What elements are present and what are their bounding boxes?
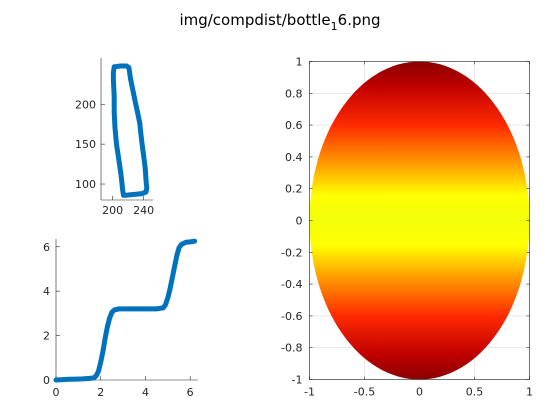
cumulative-y-tick-label: 2 — [43, 330, 50, 343]
cumulative-y-tick-label: 6 — [43, 241, 50, 254]
figure-title-tail: 6.png — [338, 11, 381, 29]
heatmap-x-tick-label: 1 — [526, 386, 533, 399]
heatmap-x-tick-label: 0.5 — [466, 386, 484, 399]
cumulative-x-tick-label: 6 — [187, 386, 194, 399]
heatmap-y-tick-label: -0.4 — [281, 278, 302, 291]
cumulative-axes: 0 2 4 6 0 2 4 6 — [43, 238, 198, 399]
heatmap-left-cold-region — [309, 105, 385, 336]
contour-line — [110, 63, 150, 198]
cumulative-y-tick-label: 0 — [43, 374, 50, 387]
cumulative-x-tick-label: 4 — [142, 386, 149, 399]
contour-x-tick-label: 240 — [133, 204, 154, 217]
heatmap-x-tick-label: -0.5 — [354, 386, 375, 399]
heatmap-y-tick-label: 0.2 — [285, 183, 303, 196]
contour-y-tick-label: 100 — [75, 178, 96, 191]
contour-y-tick-label: 200 — [75, 98, 96, 111]
heatmap-y-tick-label: 0.6 — [285, 119, 303, 132]
heatmap-y-tick-label: 0.4 — [285, 151, 303, 164]
cumulative-x-tick-label: 2 — [97, 386, 104, 399]
contour-y-tick-label: 150 — [75, 138, 96, 151]
heatmap-field — [309, 61, 530, 380]
cumulative-ticks: 0 2 4 6 0 2 4 6 — [43, 241, 194, 399]
heatmap-y-tick-label: -0.2 — [281, 246, 302, 259]
contour-axes: 200 240 100 150 200 — [75, 58, 154, 217]
figure-title-subscript: 1 — [331, 20, 338, 33]
heatmap-y-tick-label: 0 — [296, 215, 303, 228]
figure-title-main: img/compdist/bottle — [179, 11, 330, 29]
contour-x-tick-label: 200 — [102, 204, 123, 217]
heatmap-axes: -1 -0.5 0 0.5 1 -1 -0.8 -0.6 -0.4 -0.2 0 0.2 0.4 0.6 0… — [281, 56, 533, 399]
heatmap-y-tick-label: -1 — [292, 374, 303, 387]
heatmap-y-tick-label: 0.8 — [285, 87, 303, 100]
cumulative-line — [53, 238, 198, 383]
contour-ticks: 200 240 100 150 200 — [75, 98, 154, 217]
heatmap-x-tick-label: -1 — [304, 386, 315, 399]
heatmap-ticks: -1 -0.5 0 0.5 1 -1 -0.8 -0.6 -0.4 -0.2 0 0.2 0.4 0.6 0… — [281, 56, 533, 399]
heatmap-x-tick-label: 0 — [416, 386, 423, 399]
figure-title: img/compdist/bottle16.png — [179, 11, 380, 33]
cumulative-x-tick-label: 0 — [53, 386, 60, 399]
heatmap-y-tick-label: -0.8 — [281, 342, 302, 355]
heatmap-right-cold-region — [454, 105, 530, 336]
heatmap-y-tick-label: -0.6 — [281, 310, 302, 323]
cumulative-y-tick-label: 4 — [43, 285, 50, 298]
heatmap-y-tick-label: 1 — [296, 56, 303, 69]
